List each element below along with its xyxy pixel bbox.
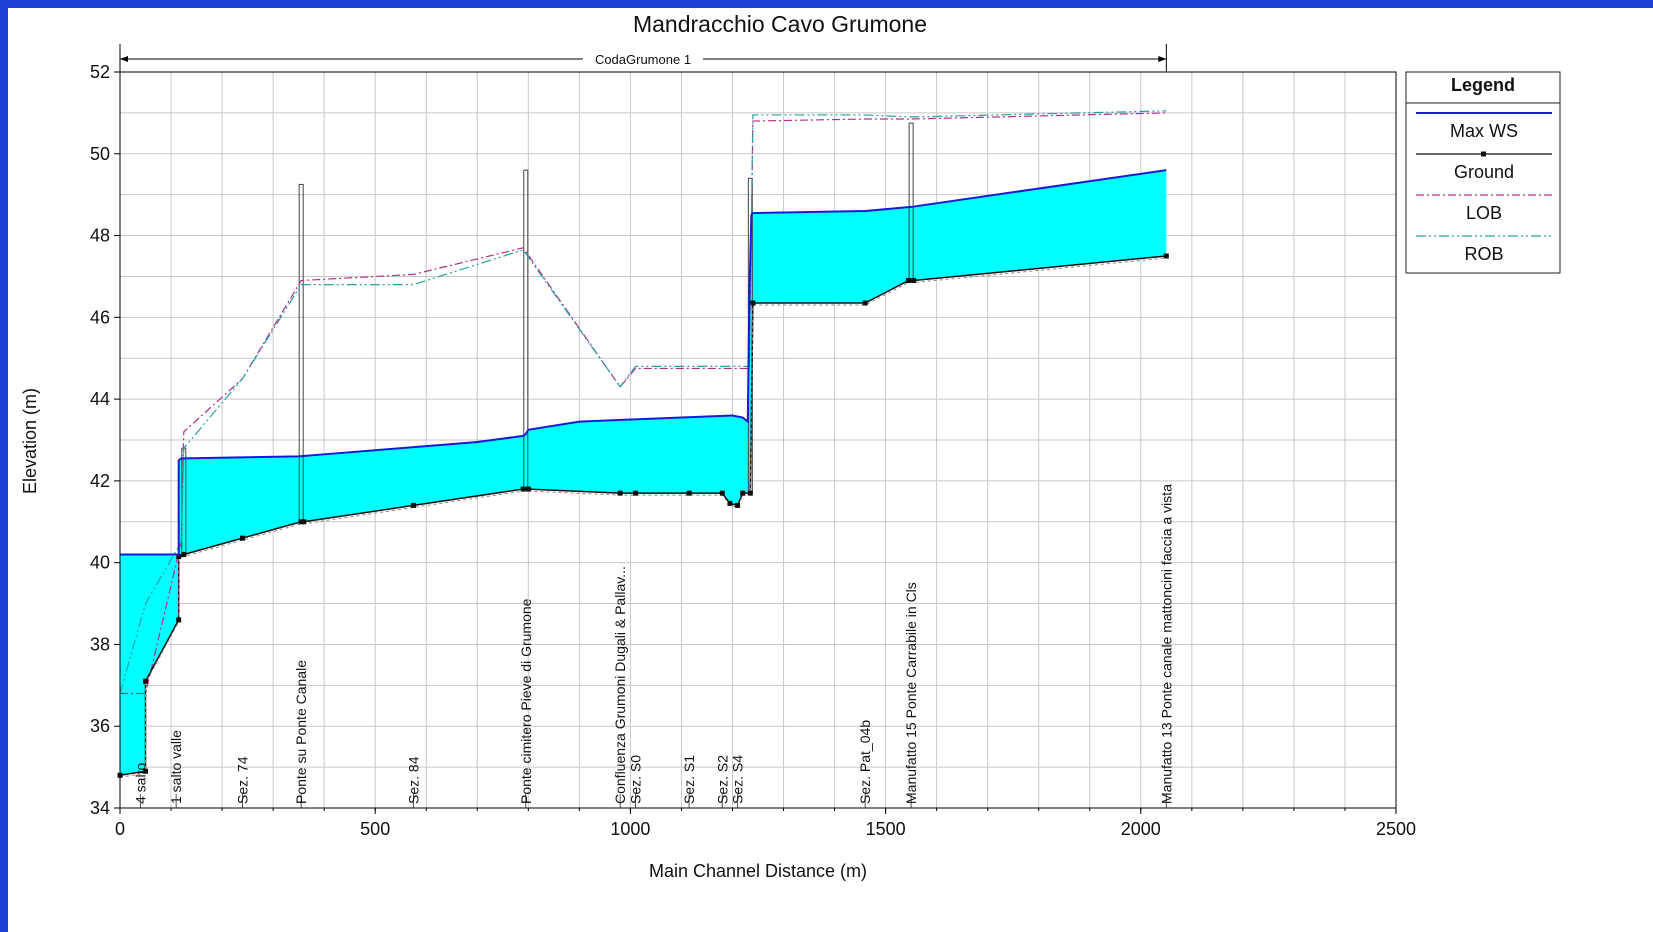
water-area	[120, 170, 1167, 776]
y-tick-label: 46	[90, 307, 110, 327]
y-tick-label: 40	[90, 553, 110, 573]
max-ws-line	[120, 169, 1167, 556]
section-label: Sez. 84	[405, 756, 421, 804]
chart-frame: 4 salto 1 salto valle Sez. 74 Ponte su Pont…	[8, 8, 1653, 932]
x-tick-label: 1500	[866, 819, 906, 839]
y-axis-label: Elevation (m)	[20, 388, 40, 494]
legend-marker	[1481, 151, 1486, 157]
ground-marker	[410, 502, 416, 508]
ground-marker	[719, 490, 725, 496]
ground-marker	[617, 490, 623, 496]
ground-marker	[143, 768, 149, 774]
legend-entry: LOB	[1466, 203, 1502, 223]
reach-label: CodaGrumone 1	[595, 52, 691, 67]
y-tick-label: 44	[90, 389, 110, 409]
section-label: Confluenza Grumoni Dugali & Pallav...	[612, 566, 628, 804]
legend-entry: ROB	[1464, 244, 1503, 264]
ground-marker	[176, 617, 182, 623]
lob-line	[120, 112, 1167, 695]
ground-marker	[862, 300, 868, 306]
ground-marker	[747, 490, 753, 496]
ground-marker	[143, 678, 149, 684]
ground-marker	[727, 500, 733, 506]
ground-marker	[633, 490, 639, 496]
section-label: Manufatto 15 Ponte Carrabile in Cls	[903, 582, 919, 804]
section-label: Manufatto 13 Ponte canale mattoncini fac…	[1158, 484, 1174, 804]
ground-marker	[239, 535, 245, 541]
ground-marker	[301, 519, 307, 525]
y-tick-label: 52	[90, 62, 110, 82]
x-tick-label: 2500	[1376, 819, 1416, 839]
x-tick-label: 2000	[1121, 819, 1161, 839]
ground-marker	[298, 519, 304, 525]
reach-arrow-right	[1158, 56, 1167, 62]
water-fill	[120, 170, 1167, 776]
axes: 0 500 1000 1500 2000 2500 34 36 38 40 42 44 46 48 50 52	[90, 62, 1416, 839]
ground-marker	[740, 490, 746, 496]
profile-chart: 4 salto 1 salto valle Sez. 74 Ponte su Pont…	[20, 11, 1561, 881]
x-axis-label: Main Channel Distance (m)	[649, 861, 867, 881]
series-lines	[117, 110, 1169, 778]
y-tick-label: 48	[90, 226, 110, 246]
section-label: Sez. 74	[234, 756, 250, 804]
legend-entry: Ground	[1454, 162, 1514, 182]
y-tick-label: 34	[90, 798, 110, 818]
x-tick-label: 500	[360, 819, 390, 839]
y-tick-label: 42	[90, 471, 110, 491]
legend: Legend Max WS Ground LOB ROB	[1405, 71, 1561, 274]
ground-marker	[686, 490, 692, 496]
reach-arrow-left	[120, 56, 128, 62]
y-tick-label: 36	[90, 716, 110, 736]
reach-indicator: CodaGrumone 1	[119, 44, 1167, 72]
plot-border	[119, 71, 1397, 809]
ground-marker	[176, 554, 182, 560]
chart-title: Mandracchio Cavo Grumone	[633, 11, 927, 37]
rob-line	[119, 110, 1167, 694]
legend-entry: Max WS	[1450, 121, 1518, 141]
x-tick-label: 1000	[610, 819, 650, 839]
ground-marker	[520, 486, 526, 492]
section-label: Sez. Pat_04b	[857, 720, 873, 804]
x-tick-label: 0	[115, 819, 125, 839]
ground-marker	[735, 502, 741, 508]
y-tick-label: 38	[90, 634, 110, 654]
ground-marker	[911, 278, 917, 284]
legend-title: Legend	[1451, 75, 1515, 95]
section-label: Ponte su Ponte Canale	[293, 660, 309, 804]
y-tick-label: 50	[90, 144, 110, 164]
section-label: Sez. S2	[714, 755, 730, 804]
section-label: Sez. S0	[628, 755, 644, 804]
section-label: Sez. S4	[730, 755, 746, 804]
ground-marker	[1163, 253, 1169, 259]
section-label: Ponte cimitero Pieve di Grumone	[518, 598, 534, 804]
ground-marker	[525, 486, 531, 492]
ground-marker	[750, 300, 756, 306]
ground-marker	[906, 278, 912, 284]
section-label: 1 salto valle	[168, 730, 184, 804]
section-labels: 4 salto 1 salto valle Sez. 74 Ponte su Pont…	[132, 484, 1174, 808]
grid	[119, 71, 1397, 809]
ground-marker	[181, 551, 187, 557]
section-label: Sez. S1	[681, 755, 697, 804]
